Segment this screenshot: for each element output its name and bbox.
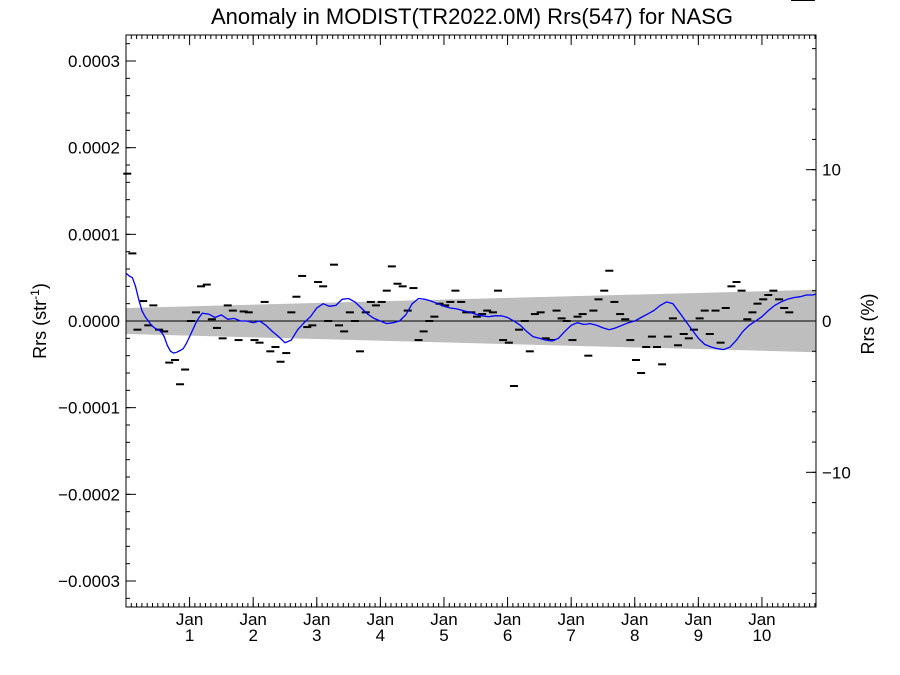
x-tick-month: Jan [494,610,521,629]
x-tick-label: 5 [439,626,448,645]
x-tick-label: 6 [503,626,512,645]
y-tick-label: 0.0000 [68,312,120,331]
monthly-anomaly-layer [123,0,815,387]
x-tick-month: Jan [748,610,775,629]
right-y-axis: −10 0 10 [806,48,851,594]
smooth-series-line [125,272,817,354]
x-tick-label: 8 [630,626,639,645]
y-tick-label: −0.0002 [58,485,120,504]
y-axis-label-superscript: -1 [28,289,42,300]
x-tick-label: 10 [752,626,771,645]
top-axis [125,35,816,45]
y-tick-label: 0.0003 [68,52,120,71]
left-y-axis: −0.0003 −0.0002 −0.0001 0.0000 0.0001 0.0002 0… [58,43,136,599]
right-y-axis-label: Rrs (%) [858,294,878,355]
y-axis-label: Rrs (str-1) [28,283,50,359]
x-tick-month: Jan [430,610,457,629]
smooth-line-layer [125,272,817,354]
x-axis: Jan1Jan2Jan3Jan4Jan5Jan6Jan7Jan8Jan9Jan1… [125,597,816,645]
x-tick-month: Jan [176,610,203,629]
right-tick-label: −10 [822,463,851,482]
x-tick-month: Jan [367,610,394,629]
y-tick-label: −0.0003 [58,572,120,591]
x-tick-label: 2 [248,626,257,645]
x-tick-month: Jan [303,610,330,629]
x-tick-label: 4 [376,626,385,645]
x-tick-label: 3 [312,626,321,645]
y-tick-label: −0.0001 [58,399,120,418]
right-tick-label: 10 [822,161,841,180]
chart-title: Anomaly in MODIST(TR2022.0M) Rrs(547) fo… [211,4,733,29]
x-tick-label: 7 [566,626,575,645]
y-axis-label-close: ) [30,283,50,289]
y-tick-label: 0.0001 [68,225,120,244]
x-tick-label: 9 [694,626,703,645]
x-tick-month: Jan [557,610,584,629]
x-tick-month: Jan [239,610,266,629]
x-tick-label: 1 [185,626,194,645]
y-axis-label-main: Rrs (str [30,300,50,359]
x-tick-month: Jan [685,610,712,629]
x-tick-month: Jan [621,610,648,629]
y-tick-label: 0.0002 [68,139,120,158]
right-tick-label: 0 [822,312,831,331]
